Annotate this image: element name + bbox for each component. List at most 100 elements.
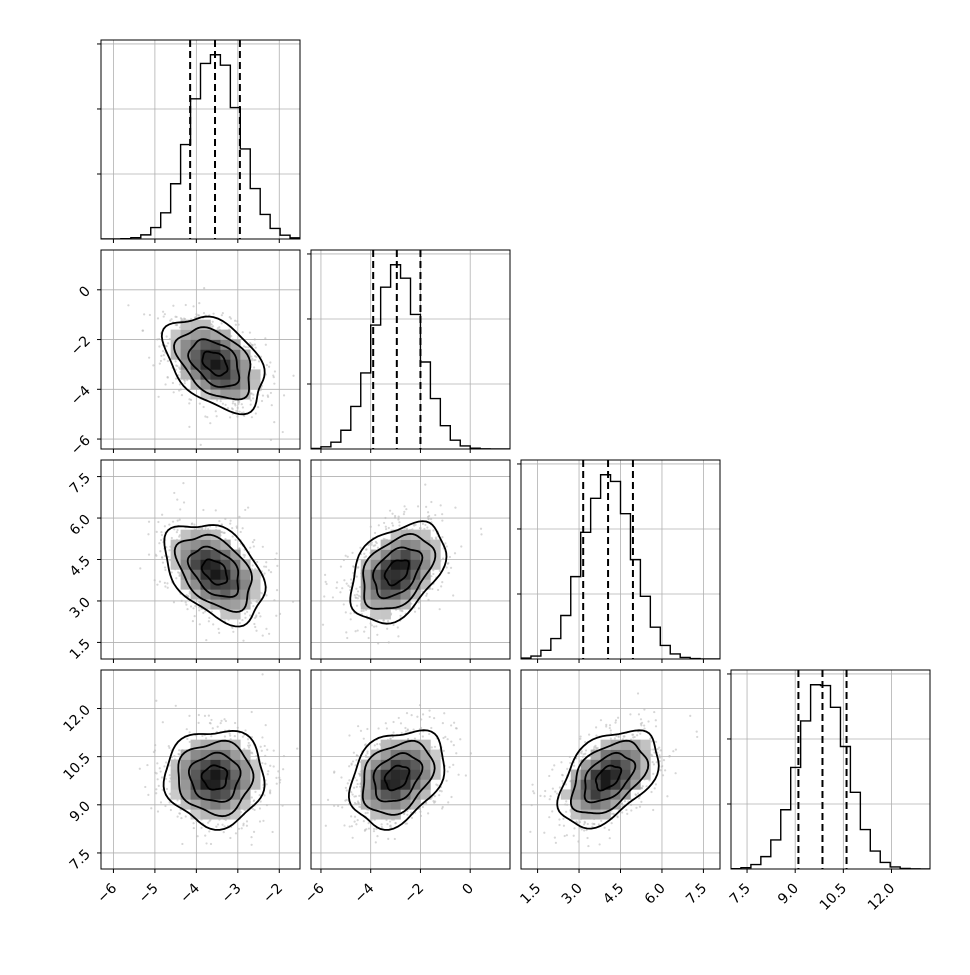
scatter-point	[648, 779, 651, 782]
scatter-point	[247, 746, 251, 749]
scatter-point	[277, 770, 280, 773]
scatter-point	[386, 620, 390, 623]
scatter-point	[345, 789, 348, 792]
scatter-point	[349, 586, 352, 589]
scatter-point	[454, 506, 457, 509]
scatter-point	[674, 772, 677, 775]
scatter-point	[229, 519, 232, 522]
scatter-point	[595, 734, 598, 737]
scatter-point	[197, 314, 200, 317]
density-cell	[200, 759, 211, 770]
density-cell	[180, 369, 191, 380]
scatter-point	[445, 545, 448, 548]
panel-frame	[310, 459, 511, 660]
density-cell	[200, 549, 211, 560]
scatter-point	[243, 414, 246, 417]
scatter-point	[138, 767, 141, 770]
density-cell	[190, 349, 201, 360]
density-cell	[620, 739, 631, 750]
scatter-point	[428, 514, 431, 518]
scatter-point	[156, 338, 159, 341]
scatter-point	[178, 753, 181, 756]
scatter-point	[155, 792, 158, 795]
scatter-point	[201, 734, 204, 737]
scatter-point	[441, 807, 444, 810]
scatter-point	[256, 406, 260, 409]
scatter-point	[404, 726, 407, 730]
scatter-point	[321, 623, 325, 626]
scatter-point	[373, 531, 377, 535]
density-cell	[200, 589, 211, 600]
density-cell	[240, 369, 251, 380]
scatter-point	[147, 533, 150, 536]
scatter-point	[549, 795, 552, 798]
density-cell	[620, 749, 631, 760]
density-cell	[220, 539, 231, 550]
density-cell	[230, 799, 241, 810]
scatter-point	[190, 523, 193, 526]
scatter-point	[226, 407, 230, 410]
scatter-point	[349, 578, 353, 581]
scatter-point	[254, 346, 257, 349]
scatter-point	[362, 820, 365, 823]
scatter-point	[433, 795, 436, 798]
scatter-point	[175, 577, 178, 580]
scatter-point	[629, 713, 632, 716]
scatter-point	[242, 411, 245, 414]
contour-3	[173, 533, 253, 613]
density-cell	[200, 539, 211, 550]
scatter-point	[580, 750, 583, 753]
scatter-point	[209, 422, 212, 425]
scatter-point	[139, 567, 142, 570]
scatter-point	[658, 756, 662, 759]
scatter-point	[664, 769, 667, 772]
scatter-point	[654, 740, 658, 743]
scatter-point	[271, 830, 274, 834]
density-cell	[210, 329, 221, 340]
scatter-point	[252, 830, 256, 833]
scatter-point	[431, 587, 434, 591]
contour-3	[173, 326, 252, 401]
scatter-point	[241, 618, 244, 622]
density-cell	[400, 789, 411, 800]
density-cell	[190, 559, 201, 570]
scatter-point	[366, 811, 369, 814]
scatter-point	[595, 747, 598, 750]
scatter-point	[421, 522, 425, 526]
scatter-point	[584, 749, 588, 752]
scatter-panel-4-1: 7.5 9.0 10.5 12.0 −6 −5 −4 −3 −2	[60, 669, 301, 906]
density-cell	[200, 809, 211, 820]
contour-4	[347, 729, 446, 831]
scatter-point	[457, 773, 460, 776]
scatter-point	[346, 636, 349, 640]
scatter-point	[159, 359, 163, 363]
scatter-point	[179, 508, 182, 511]
scatter-point	[242, 553, 245, 557]
density-cell	[250, 379, 261, 390]
scatter-point	[207, 821, 210, 824]
scatter-point	[238, 621, 242, 625]
scatter-point	[380, 826, 383, 829]
density-cell	[200, 379, 211, 390]
scatter-point	[662, 759, 666, 762]
scatter-point	[397, 518, 400, 521]
density-cell	[590, 799, 601, 810]
density-cell	[210, 559, 221, 570]
scatter-point	[176, 799, 179, 802]
scatter-point	[253, 343, 256, 346]
scatter-point	[579, 737, 582, 740]
scatter-point	[565, 834, 568, 837]
scatter-point	[232, 630, 235, 633]
scatter-point	[423, 527, 426, 531]
scatter-point	[273, 370, 277, 373]
density-cell	[240, 779, 251, 790]
scatter-point	[640, 800, 643, 803]
contour-3	[570, 739, 650, 815]
scatter-point	[639, 718, 643, 721]
scatter-point	[386, 627, 389, 630]
scatter-point	[388, 509, 392, 512]
density-cell	[230, 369, 241, 380]
scatter-point	[438, 608, 441, 611]
scatter-point	[195, 313, 198, 316]
scatter-point	[248, 744, 252, 747]
